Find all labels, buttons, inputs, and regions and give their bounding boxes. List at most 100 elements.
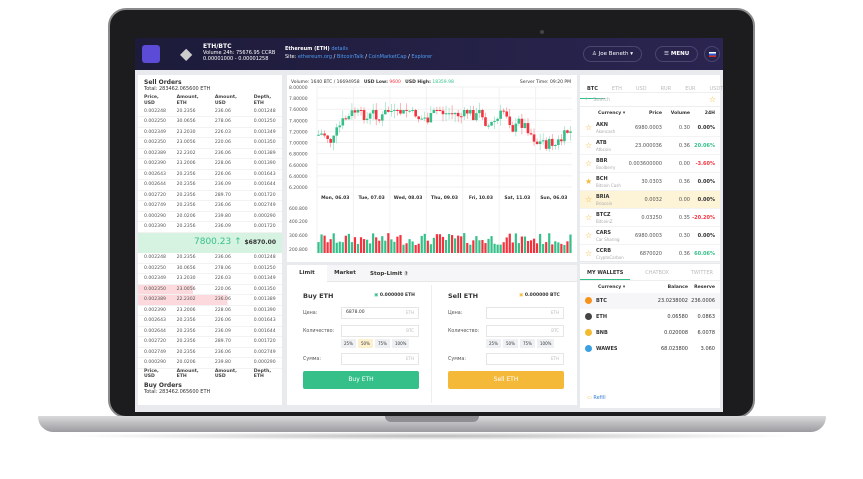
last-price: 7800.23 ↑ (194, 236, 242, 247)
market-row[interactable]: ☆ BBR Boolberry 0.003600000 0.00 -3.60% (580, 155, 720, 173)
link-bitcointalk[interactable]: BitcoinTalk (336, 54, 364, 60)
link-explorer[interactable]: Explorer (411, 54, 433, 60)
market-search[interactable]: ⌕ Search ☆ (580, 93, 720, 107)
order-cell: 0.001390 (247, 305, 282, 316)
market-row[interactable]: ☆ ATB Atbcoin 23.000036 0.36 20.06% (580, 137, 720, 155)
wallet-tab-twitter[interactable]: TWITTER (690, 270, 713, 276)
percent-25-button[interactable]: 25% (341, 339, 356, 348)
wallet-tab-chatbox[interactable]: CHATBOX (645, 270, 669, 276)
order-cell: 0.002644 (138, 326, 171, 337)
candle (414, 110, 417, 117)
sell-price-input[interactable]: ETH (486, 307, 564, 319)
market-tab-eur[interactable]: EUR (685, 86, 696, 92)
search-input[interactable]: Search (593, 97, 611, 103)
market-row[interactable]: ☆ AKN Akencash 6980.0003 0.30 0.00% (580, 119, 720, 137)
percent-25-button[interactable]: 25% (486, 339, 501, 348)
order-row[interactable]: 0.002250 30.0656 278.06 0.001250 (138, 263, 282, 274)
order-row[interactable]: 0.002349 23.2030 226.03 0.001349 (138, 127, 282, 138)
order-row[interactable]: 0.002390 23.2006 228.06 0.001390 (138, 158, 282, 170)
link-site[interactable]: ethereum.org (297, 54, 333, 60)
percent-50-button[interactable]: 50% (358, 339, 373, 348)
favorites-star-icon[interactable]: ☆ (708, 95, 716, 104)
order-row[interactable]: 0.002720 20.2356 289.70 0.001720 (138, 336, 282, 348)
star-icon[interactable]: ☆ (585, 159, 593, 168)
order-row[interactable]: 0.002643 20.2356 226.06 0.001643 (138, 169, 282, 180)
percent-75-button[interactable]: 75% (375, 339, 390, 348)
order-row[interactable]: 0.002248 20.2356 236.06 0.001248 (138, 106, 282, 117)
column-header[interactable]: Currency ▾ (598, 285, 626, 290)
tab-market[interactable]: Market (334, 270, 356, 276)
column-header[interactable]: Currency ▾ (598, 111, 626, 116)
order-row[interactable]: 0.002250 30.0656 278.06 0.001250 (138, 116, 282, 128)
wallet-row[interactable]: BTC 23.0238002 236.0006 (580, 293, 720, 309)
wallet-row[interactable]: BNB 0.020008 6.0078 (580, 325, 720, 341)
order-row[interactable]: 0.002350 23.0056 220.06 0.001350 (138, 284, 282, 295)
volume: 0.35 (678, 215, 690, 221)
order-row[interactable]: 0.002644 20.2356 236.09 0.001644 (138, 179, 282, 191)
language-flag[interactable] (704, 46, 720, 62)
buy-sum-input[interactable]: ETH (341, 353, 419, 365)
percent-100-button[interactable]: 100% (537, 339, 555, 348)
market-row[interactable]: ☆ BRIA Briacoin 0.0032 0.00 0.00% (580, 191, 720, 209)
market-tab-usd[interactable]: USD (635, 86, 647, 92)
star-icon[interactable]: ☆ (585, 231, 593, 240)
percent-50-button[interactable]: 50% (503, 339, 518, 348)
buy-qty-input[interactable]: BTC (341, 325, 419, 337)
logo[interactable] (142, 45, 160, 63)
order-cell: 0.001389 (247, 294, 282, 306)
order-row[interactable]: 0.002390 20.2356 236.09 0.001720 (138, 221, 282, 233)
star-icon[interactable]: ☆ (585, 195, 593, 204)
order-row[interactable]: 0.002390 23.2006 228.06 0.001390 (138, 305, 282, 316)
market-row[interactable]: ☆ BTCZ BitcoinZ 0.03250 0.35 -20.20% (580, 209, 720, 227)
help-icon[interactable]: ? (404, 271, 409, 276)
market-row[interactable]: ☆ CARS Car Sharing 6980.0003 0.30 0.00% (580, 227, 720, 245)
market-tab-rur[interactable]: RUR (660, 86, 672, 92)
candlestick-chart[interactable]: 8.00000 7.80000 7.60000 7.40000 7.20000 7.000… (287, 75, 577, 262)
order-row[interactable]: 0.002644 20.2356 236.09 0.001644 (138, 326, 282, 337)
star-filled-icon[interactable]: ★ (585, 177, 593, 186)
percent-75-button[interactable]: 75% (520, 339, 535, 348)
sell-qty-input[interactable]: BTC (486, 325, 564, 337)
refill-button[interactable]: ▭ Refill (587, 395, 606, 401)
market-tab-usdt[interactable]: USDT (709, 86, 723, 92)
order-row[interactable]: 0.000290 20.0206 239.80 0.000290 (138, 211, 282, 222)
order-row[interactable]: 0.002720 20.2356 289.70 0.001720 (138, 190, 282, 201)
wallet-row[interactable]: ETH 0.06580 0.0863 (580, 309, 720, 325)
market-row[interactable]: ★ BCH Bitcoin Cash 30.0303 0.36 0.00% (580, 173, 720, 191)
order-row[interactable]: 0.002349 23.2030 226.03 0.001349 (138, 273, 282, 285)
market-tab-btc[interactable]: BTC (580, 80, 605, 99)
sell-sum-input[interactable]: ETH (486, 353, 564, 365)
star-icon[interactable]: ☆ (585, 249, 593, 258)
price-unit: ETH (551, 310, 559, 315)
market-row[interactable]: ☆ CCRB CryptoCarbon 6870020 0.36 60.06% (580, 245, 720, 263)
order-row[interactable]: 0.002389 22.2302 236.06 0.001389 (138, 294, 282, 306)
tab-stop-limit[interactable]: Stop-Limit ? (365, 265, 409, 283)
details-link[interactable]: details (331, 46, 348, 52)
order-row[interactable]: 0.000290 20.0206 239.80 0.000290 (138, 357, 282, 369)
order-row[interactable]: 0.002643 20.2356 226.06 0.001643 (138, 315, 282, 327)
order-row[interactable]: 0.002749 20.2356 236.06 0.002749 (138, 347, 282, 358)
star-icon[interactable]: ☆ (585, 141, 593, 150)
order-row[interactable]: 0.002248 20.2356 236.06 0.001248 (138, 252, 282, 264)
candle (399, 110, 402, 114)
percent-100-button[interactable]: 100% (392, 339, 410, 348)
buy-button[interactable]: Buy ETH (303, 371, 419, 389)
wallet-tab-my-wallets[interactable]: MY WALLETS (580, 264, 631, 280)
star-icon[interactable]: ☆ (585, 213, 593, 222)
candle (481, 110, 484, 118)
wallet-row[interactable]: WAWES 68.023800 3.060 (580, 341, 720, 357)
menu-button[interactable]: ☰ MENU (655, 46, 699, 62)
order-row[interactable]: 0.002389 22.2302 236.06 0.001389 (138, 148, 282, 159)
order-row[interactable]: 0.002350 23.0056 220.06 0.001350 (138, 137, 282, 149)
sell-button[interactable]: Sell ETH (448, 371, 564, 389)
star-icon[interactable]: ☆ (585, 123, 593, 132)
buy-orders-title: Buy Orders (144, 381, 182, 389)
order-row[interactable]: 0.002749 20.2356 236.06 0.002749 (138, 200, 282, 212)
buy-price-input[interactable]: 6878.00 ETH (341, 307, 419, 319)
market-tab-eth[interactable]: ETH (611, 86, 622, 92)
user-menu[interactable]: ♙ Joe Beneth ▾ (583, 46, 642, 62)
tab-limit[interactable]: Limit (287, 265, 327, 282)
link-coinmarketcap[interactable]: CoinMarketCap (368, 54, 407, 60)
server-time: Server Time: 09:20 PM (519, 80, 571, 85)
order-cell: 236.06 (208, 148, 248, 159)
